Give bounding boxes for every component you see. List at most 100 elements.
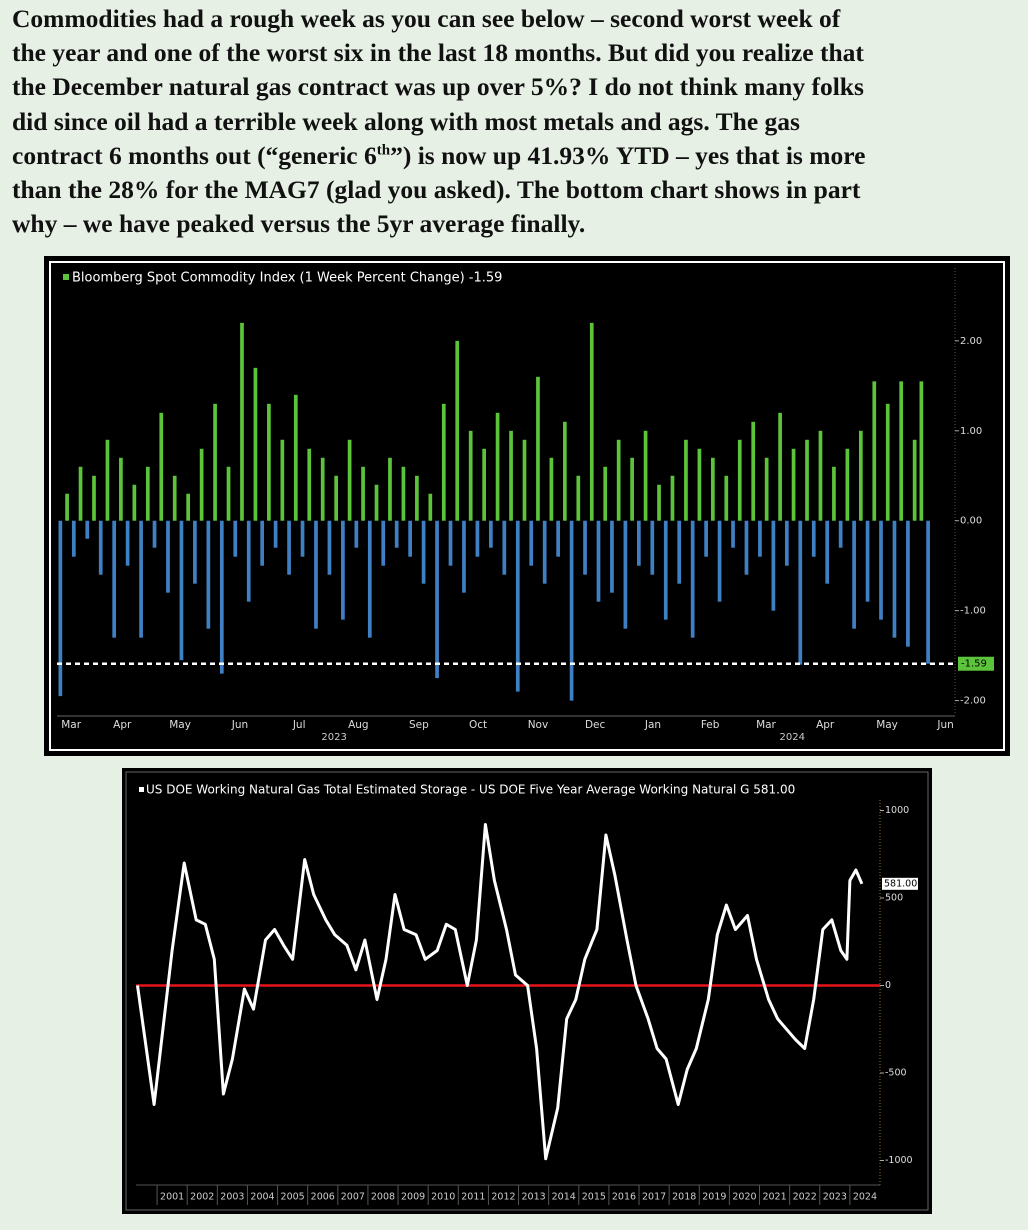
bar [684,439,688,521]
bar [374,484,379,521]
x-tick-label: 2020 [732,1192,756,1203]
bar [408,520,412,557]
legend-swatch [139,787,144,792]
bar [112,520,117,638]
bar [778,412,782,521]
text-span: contract 6 months out (“generic 6 [12,140,377,170]
bar [744,520,749,575]
bar [85,520,90,539]
bar [865,520,870,602]
current-value-box [882,877,918,890]
bar [462,520,466,593]
current-value-label: 581.00 [884,878,917,889]
bar [899,381,904,521]
year-label: 2024 [779,732,804,743]
bar [495,412,500,521]
bar [758,520,762,557]
bar [798,520,803,665]
bar [193,520,197,584]
bar [690,520,695,638]
bar [334,475,339,521]
year-label: 2023 [321,732,346,743]
bar [872,381,877,521]
bar [300,520,305,557]
y-tick-label: -500 [885,1068,907,1079]
y-tick-label: -2.00 [960,696,986,707]
bar [421,520,426,584]
data-line [136,823,864,1161]
text-line: why – we have peaked versus the 5yr aver… [12,209,586,239]
bar [657,484,661,521]
bar [125,520,130,566]
x-tick-label: Dec [585,719,606,731]
bar [643,430,648,521]
bar [159,412,164,521]
y-tick-label: 500 [885,893,903,904]
bar [784,520,789,566]
text-line: did since oil had a terrible week along … [12,106,800,136]
bar [852,520,856,629]
text-line: the year and one of the worst six in the… [12,38,864,68]
bar [152,520,157,548]
bar [663,520,668,620]
text-span: ”) is now up 41.93% YTD – yes that is mo… [390,140,866,170]
bar [388,457,392,521]
x-tick-label: Feb [701,719,720,731]
bar [145,466,150,521]
bar [71,520,76,557]
bar [307,448,312,521]
bar [563,421,567,521]
bar [455,340,460,521]
bar [475,520,480,557]
bar [522,439,527,521]
bar [764,457,769,521]
bar [273,520,278,548]
bar [233,520,238,557]
bar [610,520,614,593]
bar [267,403,271,521]
bar [906,520,910,647]
bar [240,322,244,521]
bar [542,520,547,584]
bar [838,520,843,548]
x-tick-label: 2006 [311,1192,335,1203]
x-tick-label: Jun [231,719,248,731]
bar [482,448,486,521]
text-line: Commodities had a rough week as you can … [12,4,841,33]
bar [314,520,318,629]
x-tick-label: Apr [816,719,835,731]
bar [65,493,69,521]
y-tick-label: 0 [885,980,891,991]
current-value-box [958,656,994,671]
bar [717,520,722,602]
bar [92,475,96,521]
bar [260,520,265,566]
bar [199,448,204,521]
x-tick-label: 2002 [190,1192,214,1203]
bar [832,466,836,521]
bar [394,520,399,548]
bar [246,520,251,602]
bar [435,520,439,679]
bar [401,466,406,521]
bar [912,439,917,521]
bar [502,520,507,575]
bar [98,520,103,575]
x-tick-label: 2001 [160,1192,184,1203]
x-tick-label: Jul [292,719,306,731]
x-tick-label: 2010 [431,1192,455,1203]
y-tick-label: 0.00 [960,516,982,527]
bar [892,520,897,638]
bar [724,475,729,521]
bar [603,466,608,521]
bar [253,367,258,521]
bar [710,457,715,521]
superscript: th [376,142,391,159]
bar [132,484,137,521]
bar [529,520,534,566]
bar [556,520,560,557]
x-tick-label: 2023 [823,1192,847,1203]
bar [576,475,581,521]
x-tick-label: Apr [113,719,132,731]
bar [428,493,433,521]
